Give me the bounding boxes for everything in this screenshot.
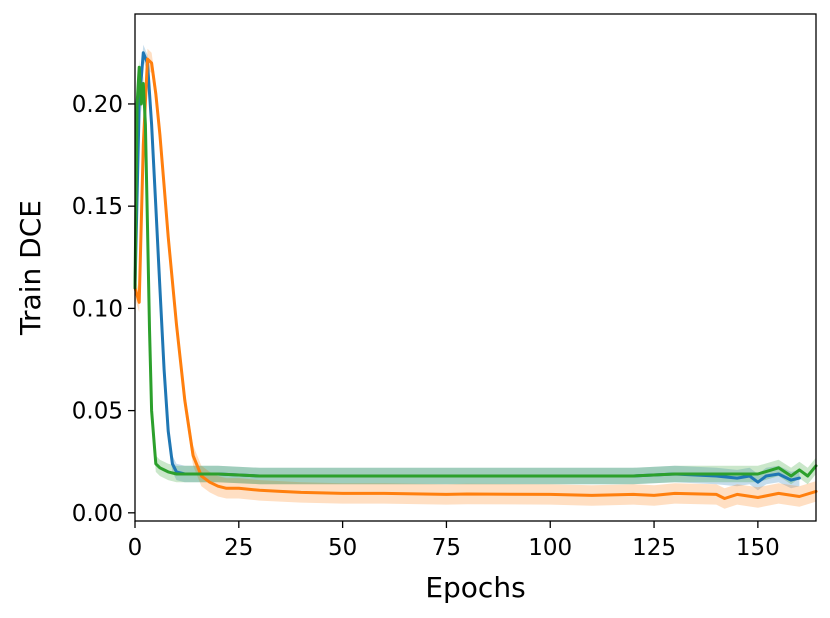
series-band-3 [135,59,816,485]
y-axis-ticks: 0.00 0.05 0.10 0.15 0.20 [72,92,135,527]
series-line-1 [133,51,801,484]
x-tick-label: 75 [432,535,461,561]
series-line-2 [133,57,818,500]
x-tick-label: 150 [736,535,780,561]
plot-frame [134,13,817,522]
x-tick-label: 100 [528,535,572,561]
x-axis-ticks: 0 25 50 75 100 125 150 [128,521,780,561]
x-axis-label: Epochs [425,571,525,604]
y-tick-label: 0.00 [72,501,123,527]
x-tick-label: 125 [632,535,676,561]
series-line-3 [133,65,818,478]
series-band-2 [135,48,816,509]
confidence-bands [135,44,816,509]
y-tick-label: 0.20 [72,92,123,118]
y-tick-label: 0.15 [72,194,123,220]
x-tick-label: 50 [328,535,357,561]
y-tick-label: 0.10 [72,296,123,322]
x-tick-label: 0 [128,535,143,561]
y-axis-label: Train DCE [14,200,47,336]
series-lines [133,51,818,500]
series-band-1 [135,44,800,491]
x-tick-label: 25 [224,535,253,561]
y-tick-label: 0.05 [72,399,123,425]
